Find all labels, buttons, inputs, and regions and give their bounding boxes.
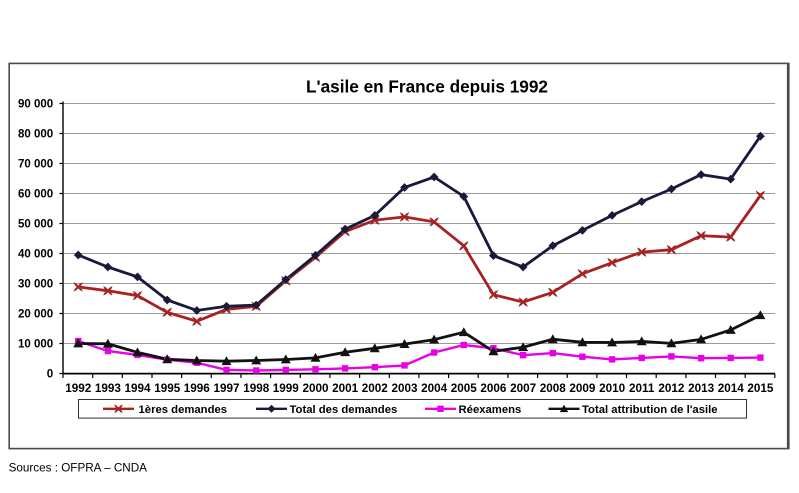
svg-text:30 000: 30 000 — [18, 279, 53, 291]
svg-text:2001: 2001 — [332, 382, 359, 395]
svg-text:2012: 2012 — [658, 382, 685, 395]
svg-text:1998: 1998 — [243, 382, 270, 395]
svg-text:2007: 2007 — [510, 382, 536, 395]
svg-text:2002: 2002 — [362, 382, 389, 395]
svg-text:1ères demandes: 1ères demandes — [139, 404, 228, 416]
svg-text:2004: 2004 — [421, 382, 448, 395]
svg-text:2011: 2011 — [629, 382, 655, 395]
svg-text:Total des demandes: Total des demandes — [290, 404, 398, 416]
svg-text:2008: 2008 — [540, 382, 567, 395]
svg-text:2006: 2006 — [480, 382, 507, 395]
svg-text:1995: 1995 — [154, 382, 181, 395]
svg-text:70 000: 70 000 — [18, 159, 53, 171]
svg-text:50 000: 50 000 — [18, 219, 53, 231]
svg-text:2009: 2009 — [569, 382, 596, 395]
svg-text:1994: 1994 — [124, 382, 151, 395]
svg-text:90 000: 90 000 — [18, 99, 53, 111]
svg-text:1992: 1992 — [65, 382, 92, 395]
svg-text:2000: 2000 — [302, 382, 329, 395]
svg-text:L'asile en France depuis 1992: L'asile en France depuis 1992 — [306, 77, 548, 97]
svg-text:2003: 2003 — [391, 382, 418, 395]
svg-text:0: 0 — [47, 369, 53, 381]
svg-text:2015: 2015 — [747, 382, 774, 395]
svg-text:1996: 1996 — [184, 382, 211, 395]
svg-text:20 000: 20 000 — [18, 309, 53, 321]
svg-text:2005: 2005 — [451, 382, 478, 395]
svg-text:2014: 2014 — [718, 382, 745, 395]
svg-text:1999: 1999 — [273, 382, 300, 395]
svg-text:80 000: 80 000 — [18, 129, 53, 141]
svg-text:1997: 1997 — [213, 382, 239, 395]
svg-text:Sources : OFPRA – CNDA: Sources : OFPRA – CNDA — [9, 462, 148, 475]
svg-text:1993: 1993 — [95, 382, 122, 395]
svg-text:2010: 2010 — [599, 382, 626, 395]
svg-text:Réexamens: Réexamens — [459, 404, 522, 416]
svg-text:Total attribution de l'asile: Total attribution de l'asile — [582, 404, 718, 416]
svg-text:10 000: 10 000 — [18, 339, 53, 351]
svg-text:2013: 2013 — [688, 382, 715, 395]
svg-text:40 000: 40 000 — [18, 249, 53, 261]
svg-text:60 000: 60 000 — [18, 189, 53, 201]
